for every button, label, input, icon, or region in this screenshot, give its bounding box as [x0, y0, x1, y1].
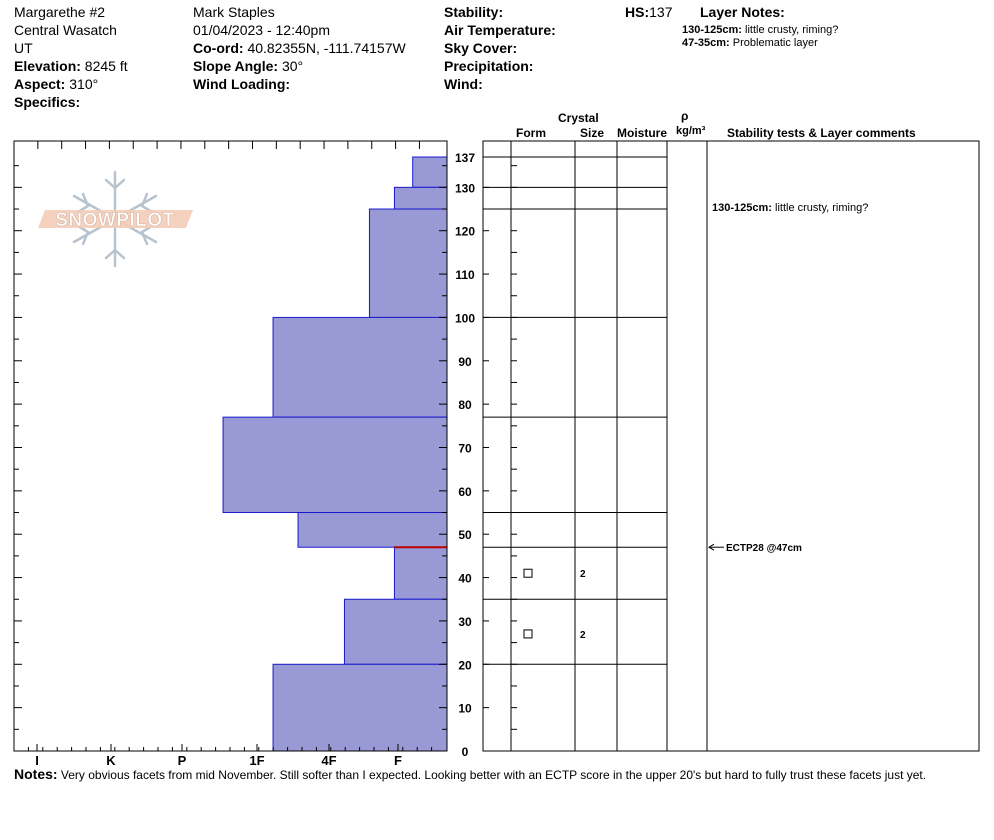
layer-note-2: 47-35cm: Problematic layer — [682, 36, 818, 50]
x-tick-label-P: P — [178, 753, 187, 768]
layer-notes-title: Layer Notes: — [700, 4, 785, 20]
y-tick-label-60: 60 — [458, 485, 472, 499]
stability-comment-range: 130-125cm: — [712, 202, 775, 214]
y-tick-label-40: 40 — [458, 572, 472, 586]
density-symbol: ρ — [681, 109, 689, 123]
hardness-bar-1 — [412, 156, 448, 188]
layer-note-2-text: Problematic layer — [732, 37, 818, 49]
test-result-1: ECTP28 @47cm — [726, 543, 802, 554]
test-arrow-1 — [708, 543, 715, 551]
x-tick-label-1F: 1F — [249, 753, 264, 768]
sky-cover-label: Sky Cover: — [444, 40, 518, 56]
coord-label: Co-ord: — [193, 40, 244, 56]
logo-text: SNOWPILOT — [55, 210, 175, 231]
range-name: Central Wasatch — [14, 22, 117, 38]
density-unit: kg/m³ — [676, 125, 706, 137]
elevation-label: Elevation: — [14, 58, 81, 74]
observation-datetime: 01/04/2023 - 12:40pm — [193, 22, 330, 38]
stability-comment-1: 130-125cm: little crusty, riming? — [712, 202, 868, 214]
coord-value: 40.82355N, -111.74157W — [247, 40, 406, 56]
form-heading: Form — [516, 126, 546, 140]
hardness-bar-8 — [343, 598, 448, 665]
moisture-heading: Moisture — [617, 126, 668, 140]
crystal-form-facet-2 — [523, 629, 533, 639]
y-tick-label-80: 80 — [458, 398, 472, 412]
hardness-bar-9 — [272, 663, 448, 752]
layer-note-1-range: 130-125cm: — [682, 24, 742, 36]
y-tick-label-100: 100 — [455, 311, 475, 325]
observer-name: Mark Staples — [193, 4, 275, 20]
aspect-value: 310° — [69, 76, 99, 92]
x-tick-label-K: K — [106, 753, 116, 768]
crystal-form-facet-1 — [523, 568, 533, 578]
hardness-bar-5 — [222, 416, 448, 514]
hardness-bar-4 — [272, 316, 448, 418]
layer-note-1: 130-125cm: little crusty, riming? — [682, 23, 838, 37]
coordinates: Co-ord: 40.82355N, -111.74157W — [193, 39, 406, 57]
x-tick-label-F: F — [394, 753, 402, 768]
site-name: Margarethe #2 — [14, 4, 106, 20]
stability-comment-text: little crusty, riming? — [775, 202, 868, 214]
aspect: Aspect: 310° — [14, 75, 98, 93]
wind-loading-label: Wind Loading: — [193, 76, 291, 92]
y-tick-label-130: 130 — [455, 181, 475, 195]
y-tick-label-110: 110 — [455, 268, 475, 282]
slope-value: 30° — [281, 58, 304, 74]
y-tick-label-10: 10 — [458, 702, 472, 716]
profile-frame — [482, 140, 980, 752]
layer-note-2-range: 47-35cm: — [682, 37, 730, 49]
hardness-bar-7 — [393, 546, 448, 600]
notes: Notes: Very obvious facets from mid Nove… — [14, 766, 926, 782]
notes-label: Notes: — [14, 766, 58, 782]
size-heading: Size — [580, 126, 605, 140]
y-tick-label-20: 20 — [458, 658, 472, 672]
stability-heading: Stability tests & Layer comments — [727, 126, 916, 140]
y-tick-label-70: 70 — [458, 441, 472, 455]
hs-value: 137 — [649, 4, 673, 20]
layer-note-1-text: little crusty, riming? — [745, 24, 839, 36]
hs: HS:137 — [625, 3, 672, 21]
x-tick-label-I: I — [35, 753, 39, 768]
y-tick-label-0: 0 — [462, 745, 469, 759]
y-tick-label-30: 30 — [458, 615, 472, 629]
slope-label: Slope Angle: — [193, 58, 279, 74]
elevation-value: 8245 ft — [84, 58, 128, 74]
air-temp-label: Air Temperature: — [444, 22, 556, 38]
specifics-label: Specifics: — [14, 94, 81, 110]
notes-text: Very obvious facets from mid November. S… — [60, 768, 927, 782]
y-tick-label-120: 120 — [455, 225, 475, 239]
crystal-size-1: 2 — [580, 569, 586, 580]
x-tick-label-4F: 4F — [321, 753, 336, 768]
y-tick-label-137: 137 — [455, 151, 475, 165]
y-tick-label-50: 50 — [458, 528, 472, 542]
crystal-heading: Crystal — [558, 111, 599, 125]
y-tick-label-90: 90 — [458, 355, 472, 369]
precipitation-label: Precipitation: — [444, 58, 534, 74]
hardness-bar-6 — [297, 512, 448, 548]
hardness-bar-2 — [393, 186, 448, 210]
hardness-bar-3 — [368, 208, 448, 318]
elevation: Elevation: 8245 ft — [14, 57, 128, 75]
crystal-size-2: 2 — [580, 630, 586, 641]
wind-label: Wind: — [444, 76, 483, 92]
hs-label: HS: — [625, 4, 650, 20]
slope-angle: Slope Angle: 30° — [193, 57, 303, 75]
stability-label: Stability: — [444, 4, 504, 20]
state-name: UT — [14, 40, 33, 56]
aspect-label: Aspect: — [14, 76, 66, 92]
snowpilot-logo: SNOWPILOT — [38, 170, 193, 268]
